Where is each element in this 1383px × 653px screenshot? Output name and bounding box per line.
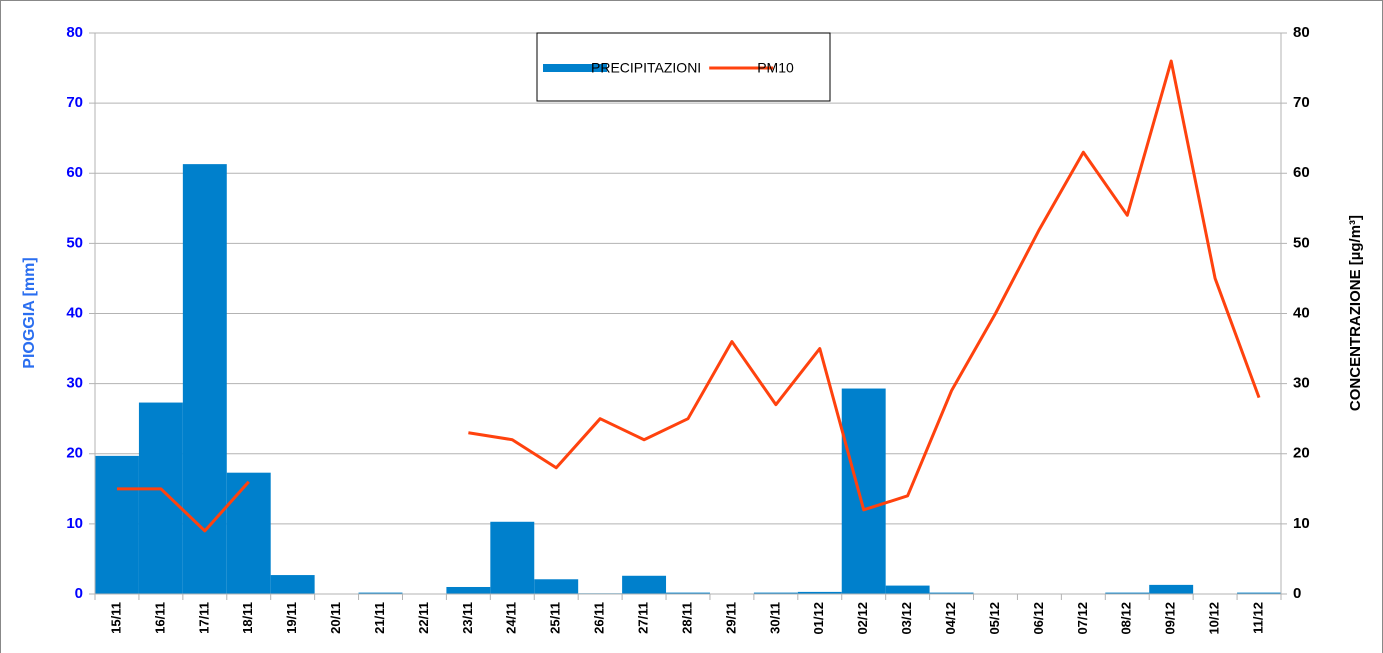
x-tick-label: 25/11 (548, 602, 563, 634)
x-tick-label: 26/11 (592, 602, 607, 634)
y-tick-label: 70 (66, 94, 83, 111)
x-tick-label: 30/11 (767, 602, 782, 634)
bar (622, 575, 667, 594)
x-tick-label: 19/11 (284, 602, 299, 634)
bar (666, 592, 710, 594)
legend-label: PM10 (757, 60, 794, 76)
x-tick-label: 24/11 (504, 602, 519, 634)
y-tick-label: 40 (66, 304, 83, 321)
x-tick-label: 21/11 (372, 602, 387, 634)
bar (929, 592, 974, 594)
bar (490, 521, 535, 594)
bar (270, 575, 315, 594)
x-tick-label: 02/12 (855, 602, 870, 635)
legend-label: PRECIPITAZIONI (591, 60, 701, 76)
y-tick-label: 60 (66, 164, 83, 181)
x-tick-label: 22/11 (416, 602, 431, 634)
y2-tick-label: 40 (1293, 304, 1310, 321)
bar (1237, 592, 1281, 594)
y2-tick-label: 30 (1293, 375, 1310, 392)
y-tick-label: 30 (66, 375, 83, 392)
y2-tick-label: 10 (1293, 515, 1310, 532)
x-tick-label: 16/11 (152, 602, 167, 634)
x-tick-label: 23/11 (460, 602, 475, 634)
y-axis-title: PIOGGIA [mm] (21, 257, 38, 368)
x-tick-label: 15/11 (108, 602, 123, 634)
y-tick-label: 20 (66, 445, 83, 462)
x-tick-label: 28/11 (679, 602, 694, 634)
legend-swatch (543, 64, 607, 72)
y-tick-label: 0 (75, 585, 83, 602)
y2-tick-label: 70 (1293, 94, 1310, 111)
y2-tick-label: 50 (1293, 234, 1310, 251)
bar (1105, 592, 1150, 594)
x-tick-label: 18/11 (240, 602, 255, 634)
y2-tick-label: 60 (1293, 164, 1310, 181)
x-tick-label: 06/12 (1031, 602, 1046, 635)
y-tick-label: 10 (66, 515, 83, 532)
y-tick-label: 50 (66, 234, 83, 251)
y2-axis-title: CONCENTRAZIONE [µg/m³] (1347, 215, 1364, 411)
x-tick-label: 27/11 (636, 602, 651, 634)
x-tick-label: 09/12 (1163, 602, 1178, 635)
bar (885, 585, 930, 594)
bar (753, 592, 798, 594)
x-tick-label: 01/12 (811, 602, 826, 635)
x-tick-label: 03/12 (899, 602, 914, 635)
bar (138, 402, 183, 594)
y2-tick-label: 20 (1293, 445, 1310, 462)
legend: PRECIPITAZIONI PM10 (536, 32, 831, 102)
x-tick-label: 08/12 (1119, 602, 1134, 635)
bar (446, 586, 491, 594)
x-tick-label: 29/11 (723, 602, 738, 634)
bar (1149, 584, 1194, 594)
x-tick-label: 17/11 (196, 602, 211, 634)
x-tick-label: 07/12 (1075, 602, 1090, 635)
bar (358, 592, 403, 594)
x-tick-label: 20/11 (328, 602, 343, 634)
x-tick-label: 04/12 (943, 602, 958, 635)
bar (182, 164, 227, 595)
y2-tick-label: 80 (1293, 24, 1310, 41)
y-tick-label: 80 (66, 24, 83, 41)
bar (95, 455, 139, 594)
x-tick-label: 05/12 (987, 602, 1002, 635)
bar (797, 591, 842, 594)
bar (534, 579, 579, 594)
y2-tick-label: 0 (1293, 585, 1301, 602)
bar (226, 472, 271, 594)
x-tick-label: 11/12 (1250, 602, 1265, 634)
bar (841, 388, 886, 594)
x-tick-label: 10/12 (1207, 602, 1222, 635)
line (116, 59, 1261, 533)
